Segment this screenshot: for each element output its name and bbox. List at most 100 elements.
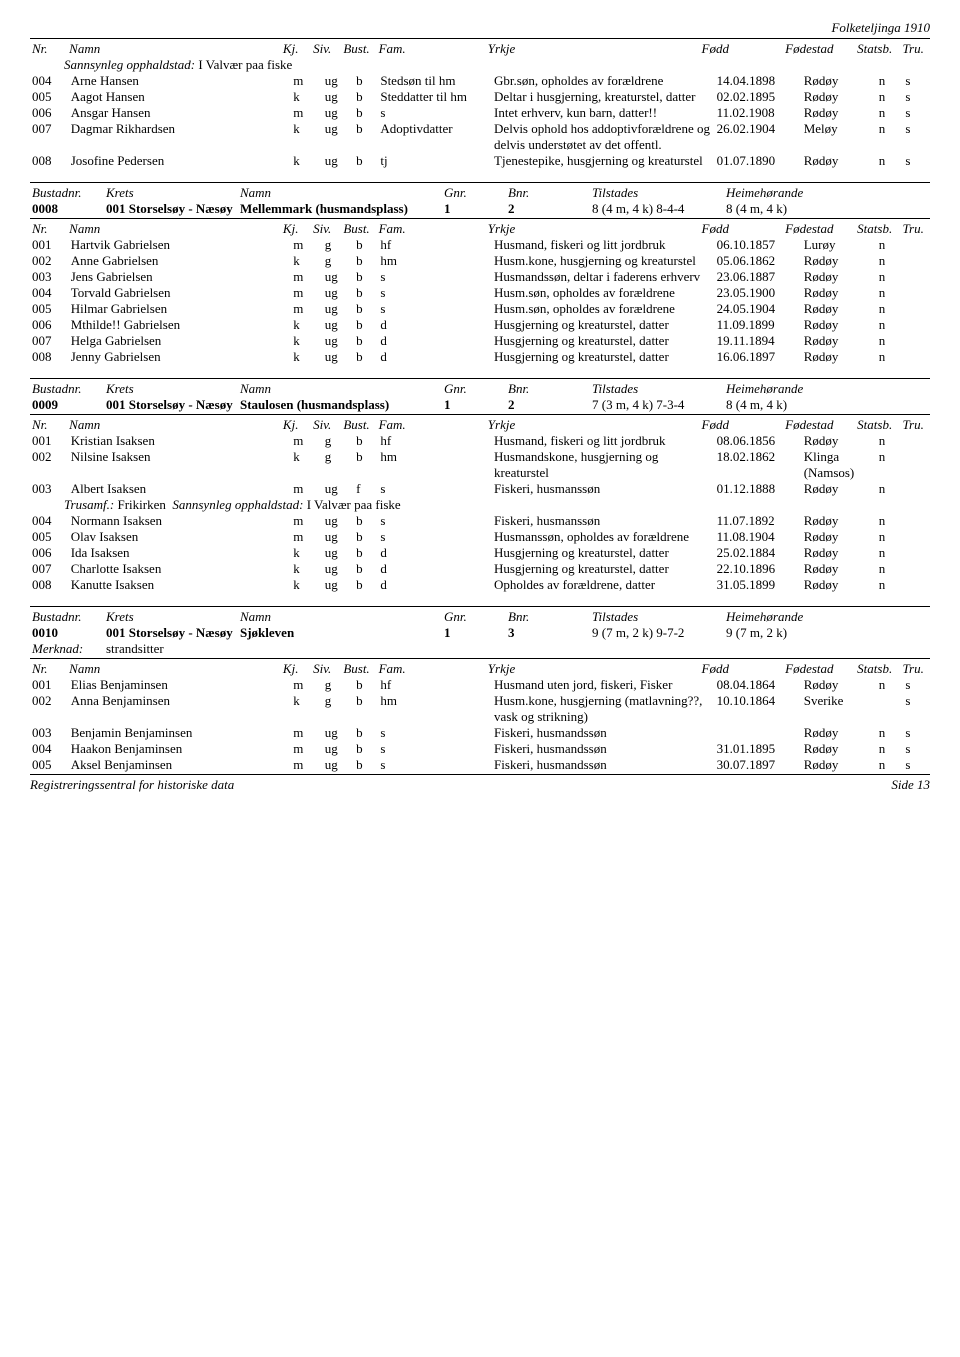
trusamf-row: Trusamf.: Frikirken Sannsynleg opphaldst… [30, 497, 930, 513]
cell: Husgjerning og kreaturstel, datter [492, 545, 715, 561]
bh-gnr: Gnr. [442, 185, 506, 201]
cell: ug [323, 529, 354, 545]
cell: k [291, 317, 322, 333]
cell: b [354, 89, 378, 105]
table-row: 004Arne HansenmugbStedsøn til hmGbr.søn,… [30, 73, 930, 89]
col-siv: Siv. [311, 41, 341, 57]
cell: 008 [30, 349, 69, 365]
cell: b [354, 349, 378, 365]
table-row: 005Olav IsaksenmugbsHusmanssøn, opholdes… [30, 529, 930, 545]
cell: Meløy [802, 121, 877, 153]
cell [903, 333, 930, 349]
cell: b [354, 449, 378, 481]
cell: s [903, 121, 930, 153]
cell: Gbr.søn, opholdes av forældrene [492, 73, 715, 89]
cell: 003 [30, 481, 69, 497]
col-fodestad: Fødestad [783, 41, 855, 57]
cell: Husgjerning og kreaturstel, datter [492, 317, 715, 333]
b8-bnr: 2 [506, 201, 590, 217]
cell: 001 [30, 677, 69, 693]
cell: ug [323, 317, 354, 333]
cell: Mthilde!! Gabrielsen [69, 317, 292, 333]
col-nr: Nr. [30, 41, 67, 57]
cell: s [903, 89, 930, 105]
table-row: 004Torvald GabrielsenmugbsHusm.søn, opho… [30, 285, 930, 301]
cell: Stedsøn til hm [378, 73, 492, 89]
cell: s [378, 741, 492, 757]
cell: Rødøy [802, 105, 877, 121]
cell: 004 [30, 285, 69, 301]
cell: Dagmar Rikhardsen [69, 121, 292, 153]
cell: Kanutte Isaksen [69, 577, 292, 593]
cell: f [354, 481, 378, 497]
bh-bustadnr: Bustadnr. [30, 185, 104, 201]
cell: 005 [30, 89, 69, 105]
cell: 30.07.1897 [715, 757, 802, 773]
cell: 005 [30, 529, 69, 545]
cell: n [877, 153, 904, 169]
cell: n [877, 301, 904, 317]
cell: d [378, 333, 492, 349]
page-footer: Registreringssentral for historiske data… [30, 777, 930, 793]
cell: n [877, 725, 904, 741]
cell: ug [323, 513, 354, 529]
section0-table: 004Arne HansenmugbStedsøn til hmGbr.søn,… [30, 73, 930, 169]
cell: 11.08.1904 [715, 529, 802, 545]
cell: n [877, 237, 904, 253]
cell: 001 [30, 433, 69, 449]
cell: n [877, 349, 904, 365]
cell: Hilmar Gabrielsen [69, 301, 292, 317]
cell: 01.12.1888 [715, 481, 802, 497]
cell [903, 285, 930, 301]
b8-tilstades: 8 (4 m, 4 k) 8-4-4 [590, 201, 724, 217]
cell: Benjamin Benjaminsen [69, 725, 292, 741]
table-row: 008Kanutte IsaksenkugbdOpholdes av foræl… [30, 577, 930, 593]
cell: g [323, 677, 354, 693]
cell: Ida Isaksen [69, 545, 292, 561]
cell: Nilsine Isaksen [69, 449, 292, 481]
cell: b [354, 285, 378, 301]
cell: Steddatter til hm [378, 89, 492, 105]
cell: Ansgar Hansen [69, 105, 292, 121]
cell: Normann Isaksen [69, 513, 292, 529]
cell: Rødøy [802, 285, 877, 301]
cell: k [291, 253, 322, 269]
cell: b [354, 73, 378, 89]
cell: n [877, 577, 904, 593]
cell: 005 [30, 757, 69, 773]
cell: Husgjerning og kreaturstel, datter [492, 349, 715, 365]
col-fam: Fam. [377, 41, 486, 57]
cell: Anna Benjaminsen [69, 693, 292, 725]
b8-namn: Mellemmark (husmandsplass) [238, 201, 442, 217]
cell: s [378, 529, 492, 545]
cell: s [903, 725, 930, 741]
cell [903, 449, 930, 481]
cell: Lurøy [802, 237, 877, 253]
trusamf-value: Frikirken [117, 497, 165, 512]
cell: Opholdes av forældrene, datter [492, 577, 715, 593]
section2-table: 001Kristian IsaksenmgbhfHusmand, fiskeri… [30, 433, 930, 497]
cell: m [291, 105, 322, 121]
bh-krets: Krets [104, 185, 238, 201]
cell: ug [323, 301, 354, 317]
cell: 002 [30, 449, 69, 481]
cell: k [291, 577, 322, 593]
sannsynleg-value-2: I Valvær paa fiske [307, 497, 401, 512]
cell: n [877, 561, 904, 577]
cell: m [291, 285, 322, 301]
cell: n [877, 529, 904, 545]
cell: b [354, 561, 378, 577]
cell: ug [323, 89, 354, 105]
page-header: Folketeljinga 1910 [30, 20, 930, 36]
cell: k [291, 349, 322, 365]
cell: Rødøy [802, 153, 877, 169]
cell: n [877, 545, 904, 561]
divider [30, 774, 930, 775]
cell: Rødøy [802, 253, 877, 269]
cell: n [877, 449, 904, 481]
section3-table: 001Elias BenjaminsenmgbhfHusmand uten jo… [30, 677, 930, 773]
col-yrkje: Yrkje [486, 41, 700, 57]
cell: n [877, 285, 904, 301]
divider [30, 606, 930, 607]
divider [30, 218, 930, 219]
